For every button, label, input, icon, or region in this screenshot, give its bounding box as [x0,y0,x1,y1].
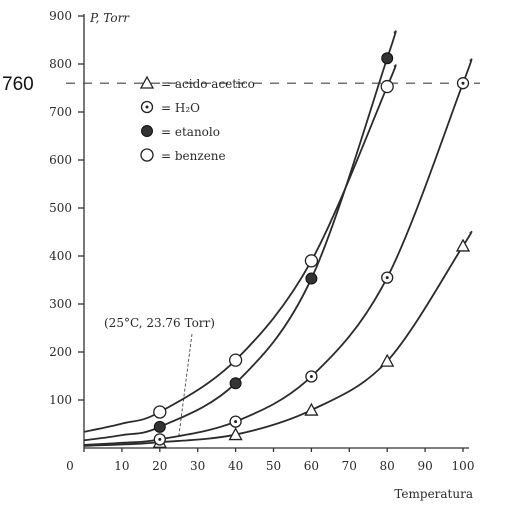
filled-circle-marker [381,52,394,65]
open-circle-marker [304,254,319,268]
filled-circle-marker [229,377,242,390]
circle-dot-center [461,81,465,85]
open-circle-marker [228,353,243,367]
triangle-marker [455,238,471,252]
x-tick-label: 100 [452,459,475,473]
filled-circle-marker [153,420,166,433]
x-tick-label: 50 [266,459,281,473]
y-tick-label: 500 [49,201,72,215]
series-curve [83,30,397,442]
legend-entry-label: = benzene [161,149,226,163]
circle-dot-center [309,374,313,378]
x-tick-label: 0 [66,459,74,473]
y-tick-label: 300 [49,297,72,311]
legend-entry-label: = H₂O [161,101,200,115]
x-axis-label: Temperatura [394,487,473,501]
y-tick-label: 800 [49,57,72,71]
x-tick-label: 20 [152,459,167,473]
y-tick-label: 200 [49,345,72,359]
series-curve [83,230,473,447]
y-tick-label: 900 [49,9,72,23]
triangle-marker [304,402,319,416]
triangle-marker [139,75,155,89]
y-tick-label: 100 [49,393,72,407]
series-curve [83,58,473,446]
y-axis-label: P, Torr [89,11,130,25]
series-curve [83,64,397,433]
filled-circle-marker [141,125,153,137]
open-circle-marker [380,79,394,94]
filled-circle-marker [305,272,318,285]
x-tick-label: 70 [342,459,357,473]
reference-label: 760 [2,74,34,95]
x-tick-label: 10 [114,459,129,473]
x-tick-label: 40 [228,459,243,473]
open-circle-marker [153,405,167,419]
x-tick-label: 90 [417,459,432,473]
legend-entry-label: = acido acetico [161,77,255,91]
y-tick-label: 400 [49,249,72,263]
annotation-leader [178,333,193,437]
triangle-marker [380,353,395,367]
circle-dot-center [158,437,162,441]
y-tick-label: 600 [49,153,72,167]
legend-entry-label: = etanolo [161,125,220,139]
x-tick-label: 60 [304,459,319,473]
open-circle-marker [140,148,154,162]
circle-dot-center [145,105,149,109]
circle-dot-center [234,420,238,424]
annotation-text: (25°C, 23.76 Torr) [104,316,215,330]
x-tick-label: 80 [380,459,395,473]
x-tick-label: 30 [190,459,205,473]
circle-dot-center [385,276,389,280]
y-tick-label: 700 [49,105,72,119]
triangle-marker [228,427,243,441]
